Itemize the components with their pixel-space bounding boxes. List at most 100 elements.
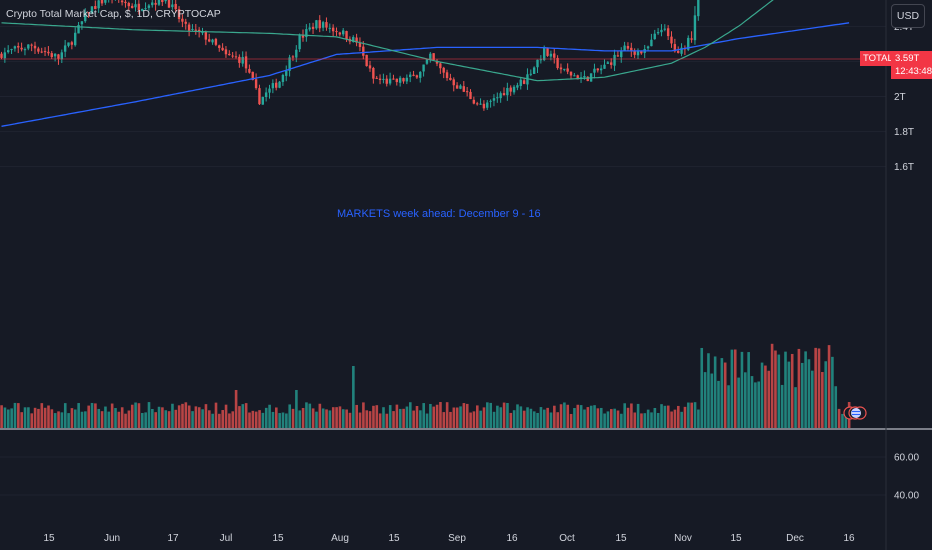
volume-bar xyxy=(335,407,338,428)
candle-body xyxy=(509,87,512,92)
candle-body xyxy=(392,78,395,80)
volume-bar xyxy=(10,408,13,428)
candle-body xyxy=(50,53,53,58)
candle-body xyxy=(70,42,74,45)
volume-bar xyxy=(626,407,630,428)
candle-body xyxy=(234,56,238,58)
volume-bar xyxy=(733,349,737,428)
candle-body xyxy=(502,93,506,96)
volume-bar xyxy=(291,408,295,428)
volume-bar xyxy=(821,372,824,428)
candle-body xyxy=(258,88,261,105)
news-annotation[interactable]: MARKETS week ahead: December 9 - 16 xyxy=(337,208,541,220)
candle-body xyxy=(459,85,462,89)
candle-body xyxy=(362,46,365,56)
volume-bar xyxy=(308,403,312,428)
volume-bar xyxy=(623,403,626,428)
volume-bar xyxy=(77,403,80,428)
candle-body xyxy=(439,63,442,69)
candle-body xyxy=(221,47,224,51)
candle-body xyxy=(646,46,650,49)
volume-bar xyxy=(375,405,379,428)
volume-bar xyxy=(3,407,7,428)
volume-bar xyxy=(787,361,791,428)
volume-bar xyxy=(181,403,184,428)
candle-body xyxy=(191,28,194,31)
price-tick-label: 1.6T xyxy=(894,162,914,173)
candle-body xyxy=(395,78,398,83)
volume-bar xyxy=(382,407,385,428)
volume-bar xyxy=(254,411,258,428)
volume-bar xyxy=(797,348,801,428)
candle-body xyxy=(77,24,80,34)
candle-body xyxy=(308,27,311,30)
candle-body xyxy=(352,37,355,42)
time-tick-label: Sep xyxy=(448,533,466,544)
volume-bar xyxy=(543,409,546,428)
volume-bar xyxy=(104,406,107,428)
volume-bar xyxy=(522,410,526,428)
volume-bar xyxy=(465,403,469,428)
volume-bar xyxy=(650,412,653,428)
candle-body xyxy=(43,51,47,53)
volume-bar xyxy=(439,402,442,428)
candle-body xyxy=(378,78,382,81)
volume-bar xyxy=(120,407,124,428)
volume-bar xyxy=(777,354,781,428)
candle-body xyxy=(620,50,623,58)
event-markers[interactable] xyxy=(843,406,867,420)
ma-slow-line xyxy=(1,22,850,127)
candle-body xyxy=(17,46,20,48)
candle-body xyxy=(613,54,616,66)
candle-body xyxy=(559,67,563,70)
candle-body xyxy=(553,53,556,58)
volume-bar xyxy=(47,405,50,428)
volume-bar xyxy=(455,407,459,428)
volume-bar xyxy=(539,407,543,428)
candle-body xyxy=(640,51,643,54)
volume-bar xyxy=(720,358,724,428)
candle-body xyxy=(208,39,211,42)
candle-body xyxy=(20,47,23,50)
candle-body xyxy=(677,50,680,53)
candle-body xyxy=(623,45,626,52)
candle-body xyxy=(516,85,519,88)
candle-body xyxy=(536,59,539,68)
candle-body xyxy=(566,68,569,72)
volume-bar xyxy=(231,411,235,428)
current-price-value: 3.59T xyxy=(895,53,920,64)
candle-body xyxy=(325,22,328,28)
candle-body xyxy=(656,32,660,34)
candle-body xyxy=(40,51,43,53)
oscillator-axis[interactable]: 60.00 40.00 xyxy=(894,453,919,502)
candle-body xyxy=(154,2,157,5)
volume-bar xyxy=(663,405,667,428)
volume-bar xyxy=(321,408,325,428)
volume-bar xyxy=(670,411,673,428)
candles xyxy=(0,0,700,111)
candle-body xyxy=(181,18,184,22)
volume-bar xyxy=(134,402,137,428)
volume-bar xyxy=(419,410,422,428)
candle-body xyxy=(224,49,228,55)
volume-bar xyxy=(80,411,84,428)
volume-bar xyxy=(770,343,774,428)
volume-bar xyxy=(750,376,754,428)
candle-body xyxy=(261,96,264,105)
volume-bar xyxy=(764,365,767,428)
volume-bar xyxy=(760,362,764,428)
time-axis[interactable]: 15 Jun 17 Jul 15 Aug 15 Sep 16 Oct 15 Nov 15 Dec 16 xyxy=(43,533,855,544)
currency-button[interactable]: USD xyxy=(891,4,925,28)
volume-bar xyxy=(814,347,817,428)
volume-bar xyxy=(402,408,405,428)
volume-bar xyxy=(844,409,848,428)
candle-body xyxy=(543,47,546,61)
candle-body xyxy=(539,59,543,61)
volume-bar xyxy=(603,413,606,428)
volume-bar xyxy=(841,413,844,428)
volume-bar xyxy=(754,382,757,428)
candle-body xyxy=(489,100,492,102)
volume-bar xyxy=(412,410,415,428)
candle-body xyxy=(164,0,167,2)
